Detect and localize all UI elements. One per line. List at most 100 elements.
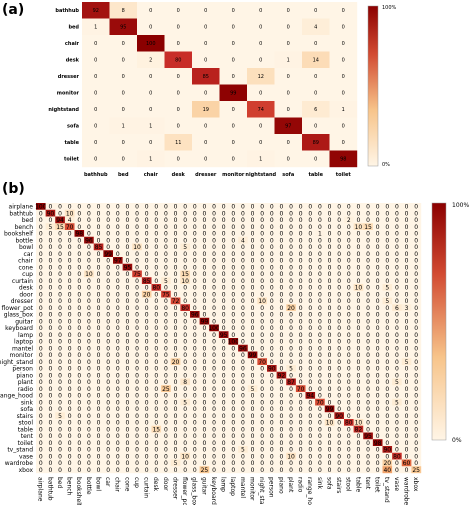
heatmap-cell	[36, 263, 46, 271]
cell-value-label: 0	[174, 413, 178, 420]
heatmap-cell	[170, 439, 181, 447]
heatmap-cell	[344, 284, 354, 291]
cell-value-label: 0	[49, 372, 53, 379]
heatmap-cell	[132, 257, 143, 264]
heatmap-cell	[353, 324, 364, 332]
heatmap-cell	[122, 459, 133, 467]
heatmap-cell	[274, 18, 303, 36]
cell-value-label: 1	[122, 124, 125, 130]
cell-value-label: 0	[58, 366, 62, 373]
heatmap-cell	[141, 230, 152, 237]
heatmap-cell	[218, 446, 229, 453]
heatmap-cell	[64, 216, 75, 224]
heatmap-cell	[36, 236, 46, 244]
heatmap-cell	[161, 358, 171, 366]
heatmap-cell	[180, 297, 191, 305]
heatmap-cell	[353, 378, 364, 386]
cell-value-label: 0	[174, 210, 178, 217]
heatmap-cell	[286, 425, 297, 433]
heatmap-cell	[286, 371, 297, 379]
heatmap-cell	[132, 378, 143, 386]
heatmap-cell	[411, 250, 422, 258]
cell-value-label: 0	[260, 271, 264, 278]
cell-value-label: 0	[145, 399, 149, 406]
heatmap-cell	[64, 263, 75, 271]
heatmap-cell	[353, 432, 364, 440]
cell-value-label: 0	[395, 271, 399, 278]
heatmap-cell	[382, 446, 393, 453]
cell-value-label: 0	[308, 271, 312, 278]
cell-value-label: 0	[337, 244, 341, 251]
heatmap-cell	[218, 230, 229, 237]
heatmap-cell	[170, 338, 181, 345]
heatmap-cell	[36, 344, 46, 352]
cell-value-label: 0	[135, 399, 139, 406]
cell-value-label: 0	[154, 278, 158, 285]
heatmap-cell	[315, 351, 325, 359]
column-label: plant	[287, 477, 294, 493]
heatmap-cell	[363, 297, 374, 305]
heatmap-cell	[219, 68, 248, 85]
heatmap-cell	[36, 257, 46, 264]
cell-value-label: 0	[318, 339, 322, 346]
heatmap-cell	[122, 405, 133, 413]
cell-value-label: 0	[260, 379, 264, 386]
heatmap-cell	[411, 277, 422, 285]
cell-value-label: 0	[328, 426, 332, 433]
cell-value-label: 0	[116, 433, 120, 440]
heatmap-cell	[192, 68, 220, 85]
cell-value-label: 0	[77, 325, 81, 332]
heatmap-cell	[84, 419, 94, 426]
cell-value-label: 0	[39, 325, 43, 332]
heatmap-cell	[45, 223, 56, 231]
cell-value-label: 0	[376, 359, 380, 366]
cell-value-label: 0	[212, 312, 216, 319]
heatmap-cell	[103, 270, 114, 278]
cell-value-label: 0	[337, 440, 341, 447]
heatmap-cell	[209, 392, 220, 399]
panel-a-colorbar: 100% 0%	[367, 5, 397, 168]
heatmap-cell	[161, 425, 171, 433]
heatmap-cell	[276, 297, 287, 305]
cell-value-label: 0	[212, 399, 216, 406]
cell-value-label: 0	[289, 312, 293, 319]
column-label: car	[104, 477, 111, 487]
cell-value-label: 0	[183, 447, 187, 454]
cell-value-label: 0	[287, 74, 290, 80]
cell-value-label: 0	[385, 305, 389, 312]
cell-value-label: 0	[251, 447, 255, 454]
column-label: keyboard	[210, 477, 217, 505]
heatmap-cell	[276, 398, 287, 406]
heatmap-cell	[151, 243, 162, 251]
heatmap-cell	[103, 351, 114, 359]
cell-value-label: 0	[68, 460, 72, 467]
heatmap-cell	[45, 230, 56, 237]
cell-value-label: 0	[97, 386, 101, 393]
cell-value-label: 0	[260, 285, 264, 292]
heatmap-cell	[324, 250, 335, 258]
cell-value-label: 0	[77, 251, 81, 258]
cell-value-label: 0	[259, 41, 262, 47]
cell-value-label: 0	[347, 352, 351, 359]
heatmap-cell	[276, 392, 287, 399]
heatmap-cell	[199, 270, 210, 278]
cell-value-label: 0	[212, 345, 216, 352]
heatmap-cell	[45, 392, 56, 399]
heatmap-cell	[64, 344, 75, 352]
heatmap-cell	[392, 365, 402, 372]
cell-value-label: 0	[342, 74, 345, 80]
cell-value-label: 0	[308, 413, 312, 420]
heatmap-cell	[344, 263, 354, 271]
cell-value-label: 0	[376, 420, 380, 427]
heatmap-cell	[344, 419, 354, 426]
heatmap-cell	[180, 243, 191, 251]
cell-value-label: 0	[212, 217, 216, 224]
heatmap-cell	[286, 297, 297, 305]
cell-value-label: 0	[68, 312, 72, 319]
cell-value-label: 0	[231, 345, 235, 352]
heatmap-cell	[324, 311, 335, 318]
cell-value-label: 97	[285, 124, 291, 130]
heatmap-cell	[324, 392, 335, 399]
heatmap-cell	[109, 150, 138, 168]
cell-value-label: 0	[116, 305, 120, 312]
